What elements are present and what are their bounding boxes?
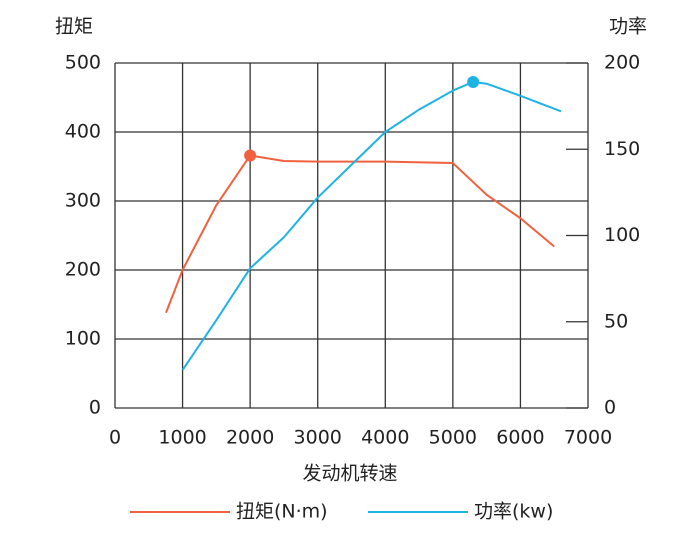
y2-tick-label: 200 bbox=[604, 52, 640, 74]
y2-tick-label: 100 bbox=[604, 224, 640, 246]
x-tick-label: 3000 bbox=[294, 427, 342, 449]
y-tick-label: 200 bbox=[65, 259, 101, 281]
y2-tick-label: 50 bbox=[604, 310, 628, 332]
y-tick-label: 300 bbox=[65, 190, 101, 212]
y2-axis-title: 功率 bbox=[609, 16, 647, 38]
y2-tick-label: 0 bbox=[604, 397, 616, 419]
legend-label: 扭矩(N·m) bbox=[236, 501, 328, 523]
x-tick-label: 6000 bbox=[496, 427, 544, 449]
peak-marker bbox=[244, 149, 257, 162]
x-tick-label: 7000 bbox=[564, 427, 612, 449]
legend-label: 功率(kw) bbox=[474, 501, 553, 523]
y-axis-title: 扭矩 bbox=[55, 16, 93, 38]
x-axis-title: 发动机转速 bbox=[302, 463, 397, 485]
x-tick-label: 0 bbox=[109, 427, 121, 449]
peak-marker bbox=[467, 75, 480, 88]
y-tick-label: 100 bbox=[65, 328, 101, 350]
y-tick-label: 400 bbox=[65, 121, 101, 143]
x-tick-label: 2000 bbox=[226, 427, 274, 449]
x-tick-label: 4000 bbox=[361, 427, 409, 449]
series-line bbox=[165, 154, 555, 314]
y2-tick-label: 150 bbox=[604, 138, 640, 160]
y-tick-label: 0 bbox=[89, 397, 101, 419]
x-tick-label: 5000 bbox=[429, 427, 477, 449]
series-line bbox=[181, 80, 562, 371]
x-tick-label: 1000 bbox=[158, 427, 206, 449]
y-tick-label: 500 bbox=[65, 52, 101, 74]
